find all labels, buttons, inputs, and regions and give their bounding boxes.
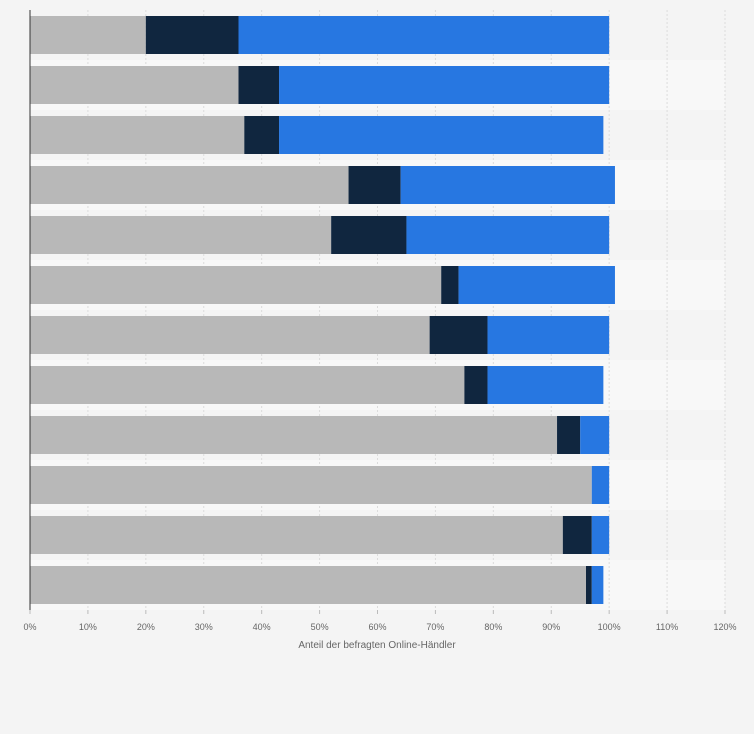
bar-segment-series-1-row-12[interactable] bbox=[30, 566, 586, 604]
bar-segment-series-2-row-9[interactable] bbox=[557, 416, 581, 454]
x-axis: 0% 10% 20% 30% 40% 50% 60% 70% 80% 90% 100% 110% 120… bbox=[23, 10, 737, 632]
bar-segment-series-2-row-2[interactable] bbox=[238, 66, 280, 104]
bar-segment-series-3-row-2[interactable] bbox=[279, 66, 610, 104]
x-tick-label: 90% bbox=[542, 622, 560, 632]
bar-segment-series-2-row-4[interactable] bbox=[348, 166, 401, 204]
x-tick-label: 50% bbox=[311, 622, 329, 632]
bar-segment-series-1-row-3[interactable] bbox=[30, 116, 245, 154]
bar-segment-series-2-row-3[interactable] bbox=[244, 116, 280, 154]
x-axis-label: Anteil der befragten Online-Händler bbox=[298, 640, 456, 651]
gridlines bbox=[87, 10, 726, 610]
bar-segment-series-2-row-5[interactable] bbox=[331, 216, 407, 254]
bar-segment-series-2-row-7[interactable] bbox=[429, 316, 488, 354]
bar-segment-series-1-row-11[interactable] bbox=[30, 516, 563, 554]
x-tick-label: 100% bbox=[598, 622, 621, 632]
bar-segment-series-2-row-6[interactable] bbox=[441, 266, 459, 304]
x-tick-label: 110% bbox=[656, 622, 678, 632]
x-tick-label: 80% bbox=[484, 622, 502, 632]
bar-segment-series-1-row-9[interactable] bbox=[30, 416, 558, 454]
bar-segment-series-3-row-5[interactable] bbox=[406, 216, 610, 254]
x-tick-label: 0% bbox=[23, 622, 36, 632]
bar-segment-series-3-row-7[interactable] bbox=[487, 316, 610, 354]
bar-segment-series-3-row-1[interactable] bbox=[238, 16, 610, 54]
x-tick-label: 70% bbox=[426, 622, 444, 632]
bars bbox=[30, 16, 615, 604]
bar-segment-series-1-row-4[interactable] bbox=[30, 166, 349, 204]
bar-segment-series-2-row-11[interactable] bbox=[562, 516, 592, 554]
bar-segment-series-3-row-9[interactable] bbox=[580, 416, 610, 454]
bar-segment-series-1-row-1[interactable] bbox=[30, 16, 146, 54]
bar-segment-series-1-row-8[interactable] bbox=[30, 366, 465, 404]
bar-segment-series-3-row-4[interactable] bbox=[400, 166, 615, 204]
bar-segment-series-1-row-7[interactable] bbox=[30, 316, 430, 354]
bar-segment-series-1-row-6[interactable] bbox=[30, 266, 442, 304]
x-tick-label: 10% bbox=[79, 622, 97, 632]
x-tick-label: 40% bbox=[253, 622, 271, 632]
x-tick-label: 30% bbox=[195, 622, 213, 632]
bar-segment-series-1-row-2[interactable] bbox=[30, 66, 239, 104]
bar-segment-series-3-row-6[interactable] bbox=[458, 266, 615, 304]
bar-segment-series-3-row-11[interactable] bbox=[591, 516, 610, 554]
x-tick-label: 60% bbox=[368, 622, 386, 632]
bar-segment-series-3-row-12[interactable] bbox=[591, 566, 604, 604]
bar-segment-series-2-row-8[interactable] bbox=[464, 366, 488, 404]
bar-segment-series-1-row-10[interactable] bbox=[30, 466, 592, 504]
bar-segment-series-3-row-10[interactable] bbox=[591, 466, 610, 504]
bar-segment-series-2-row-12[interactable] bbox=[586, 566, 592, 604]
x-tick-label: 20% bbox=[137, 622, 155, 632]
bar-segment-series-2-row-1[interactable] bbox=[145, 16, 239, 54]
bar-segment-series-3-row-3[interactable] bbox=[279, 116, 604, 154]
bar-segment-series-3-row-8[interactable] bbox=[487, 366, 604, 404]
bar-segment-series-1-row-5[interactable] bbox=[30, 216, 332, 254]
x-tick-label: 120% bbox=[713, 622, 736, 632]
